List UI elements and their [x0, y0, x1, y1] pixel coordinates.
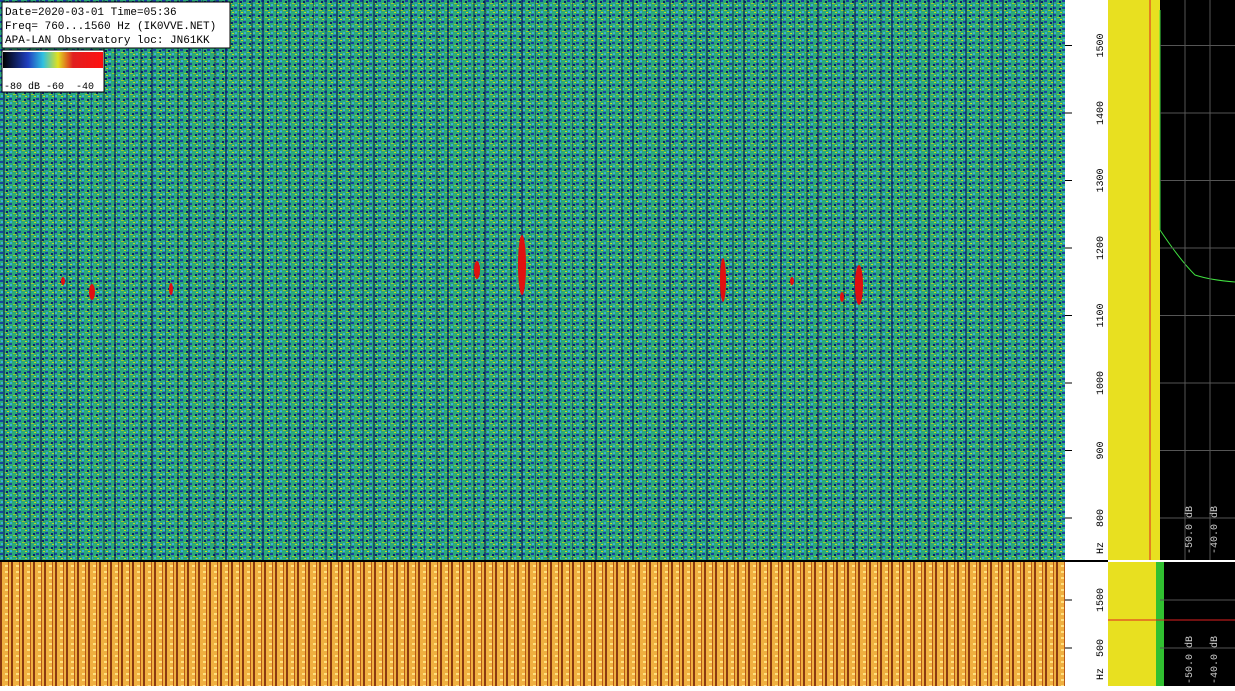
tick-label: 900: [1096, 441, 1107, 459]
colorbar-label: -40: [76, 82, 94, 93]
colorbar-label: -60: [46, 82, 64, 93]
tick-label: 1000: [1096, 371, 1107, 395]
spectrogram-stripes: [0, 0, 1065, 560]
history-strip: [0, 562, 1065, 686]
axis-unit: Hz: [1096, 668, 1107, 680]
level-label: -40.0 dB: [1209, 506, 1221, 554]
tick-label: 800: [1096, 509, 1107, 527]
colorbar: [3, 52, 103, 68]
level-label: -50.0 dB: [1184, 506, 1196, 554]
tick-label: 1100: [1096, 303, 1107, 327]
avg-panel: [1108, 0, 1160, 560]
level-label: -50.0 dB: [1184, 636, 1196, 684]
freq-axis: [1065, 0, 1108, 686]
level-panel: [1160, 0, 1235, 560]
header-line: Date=2020-03-01 Time=05:36: [5, 7, 177, 19]
level-label: -40.0 dB: [1209, 636, 1221, 684]
tick-label: 1500: [1096, 588, 1107, 612]
tick-label: 1300: [1096, 168, 1107, 192]
header-box: [1, 1, 231, 49]
tick-label: 1200: [1096, 236, 1107, 260]
tick-label: 1400: [1096, 101, 1107, 125]
colorbar-label: -80 dB: [4, 81, 40, 93]
axis-unit: Hz: [1096, 542, 1107, 554]
tick-label: 500: [1096, 639, 1107, 657]
header-line: Freq= 760...1560 Hz (IK0VVE.NET): [5, 21, 216, 33]
level-trace: [1159, 10, 1235, 283]
meteor-echoes: [61, 235, 863, 305]
tick-label: 1500: [1096, 33, 1107, 57]
header-line: APA-LAN Observatory loc: JN61KK: [5, 35, 210, 47]
